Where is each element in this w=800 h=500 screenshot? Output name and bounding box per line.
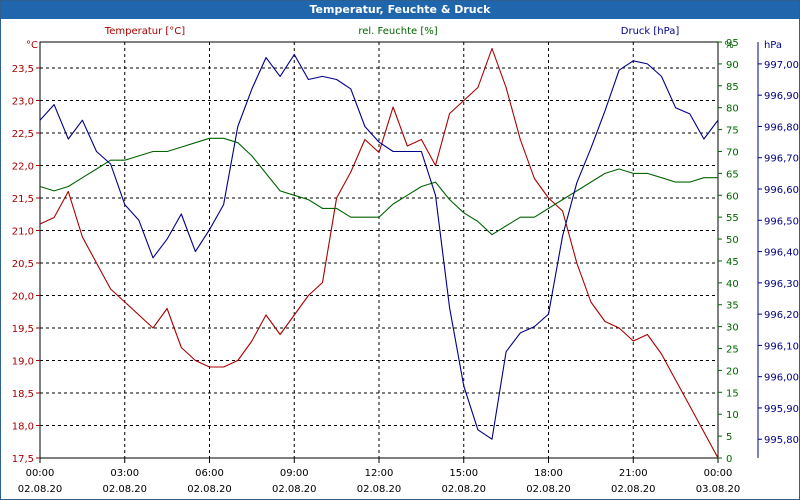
humidity-tick-label: 75 <box>726 126 739 137</box>
x-tick-label-time: 00:00 <box>704 468 733 479</box>
x-tick-label-time: 21:00 <box>619 468 648 479</box>
x-tick-label-date: 02.08.20 <box>611 484 656 495</box>
temperature-tick-label: 17,5 <box>12 454 34 465</box>
x-tick-label-date: 02.08.20 <box>441 484 486 495</box>
humidity-tick-label: 30 <box>726 323 739 334</box>
humidity-tick-label: 95 <box>726 38 739 49</box>
humidity-tick-label: 5 <box>726 432 732 443</box>
temperature-tick-label: 20,5 <box>12 259 34 270</box>
humidity-tick-label: 0 <box>726 454 732 465</box>
humidity-tick-label: 60 <box>726 191 739 202</box>
x-tick-label-date: 03.08.20 <box>696 484 741 495</box>
pressure-tick-label: 996,70 <box>764 154 799 165</box>
humidity-tick-label: 50 <box>726 235 739 246</box>
temperature-tick-label: 18,0 <box>12 422 34 433</box>
humidity-tick-label: 25 <box>726 345 739 356</box>
pressure-series-line <box>39 53 719 440</box>
pressure-tick-label: 996,00 <box>764 373 799 384</box>
humidity-unit-label: % <box>724 40 734 51</box>
temperature-tick-label: 22,0 <box>12 162 34 173</box>
x-tick-label-time: 15:00 <box>449 468 478 479</box>
x-tick-label-time: 12:00 <box>365 468 394 479</box>
pressure-tick-label: 996,80 <box>764 122 799 133</box>
pressure-tick-label: 995,80 <box>764 435 799 446</box>
pressure-tick-label: 996,10 <box>764 341 799 352</box>
temperature-tick-label: 23,0 <box>12 97 34 108</box>
humidity-tick-label: 15 <box>726 388 739 399</box>
temperature-tick-label: 19,0 <box>12 357 34 368</box>
temperature-tick-label: 21,5 <box>12 194 34 205</box>
humidity-tick-label: 45 <box>726 257 739 268</box>
humidity-tick-label: 85 <box>726 82 739 93</box>
temperature-tick-label: 23,5 <box>12 64 34 75</box>
humidity-tick-label: 55 <box>726 213 739 224</box>
x-tick-label-date: 02.08.20 <box>526 484 571 495</box>
humidity-tick-label: 35 <box>726 301 739 312</box>
temperature-tick-label: 22,5 <box>12 129 34 140</box>
temperature-series-line <box>39 47 719 459</box>
humidity-tick-label: 65 <box>726 169 739 180</box>
humidity-tick-label: 10 <box>726 410 739 421</box>
x-tick-label-time: 06:00 <box>195 468 224 479</box>
x-tick-label-date: 02.08.20 <box>357 484 402 495</box>
x-tick-label-time: 18:00 <box>534 468 563 479</box>
x-tick-label-time: 00:00 <box>26 468 55 479</box>
temperature-axis-title: Temperatur [°C] <box>104 26 185 37</box>
x-tick-label-date: 02.08.20 <box>187 484 232 495</box>
humidity-axis-title: rel. Feuchte [%] <box>358 26 437 37</box>
humidity-tick-label: 80 <box>726 104 739 115</box>
temperature-unit-label: °C <box>26 40 38 51</box>
x-tick-label-time: 09:00 <box>280 468 309 479</box>
humidity-series-line <box>39 137 718 236</box>
temperature-tick-label: 18,5 <box>12 389 34 400</box>
window-title: Temperatur, Feuchte & Druck <box>1 1 799 19</box>
pressure-tick-label: 996,30 <box>764 279 799 290</box>
humidity-tick-label: 70 <box>726 147 739 158</box>
humidity-tick-label: 90 <box>726 60 739 71</box>
pressure-tick-label: 996,50 <box>764 216 799 227</box>
pressure-unit-label: hPa <box>764 40 782 51</box>
x-tick-label-date: 02.08.20 <box>272 484 317 495</box>
x-tick-label-date: 02.08.20 <box>102 484 147 495</box>
pressure-tick-label: 997,00 <box>764 60 799 71</box>
pressure-tick-label: 996,40 <box>764 248 799 259</box>
temperature-tick-label: 20,0 <box>12 292 34 303</box>
pressure-tick-label: 996,20 <box>764 310 799 321</box>
pressure-tick-label: 996,60 <box>764 185 799 196</box>
pressure-tick-label: 996,90 <box>764 91 799 102</box>
temperature-tick-label: 19,5 <box>12 324 34 335</box>
pressure-tick-label: 995,90 <box>764 404 799 415</box>
humidity-tick-label: 40 <box>726 279 739 290</box>
pressure-axis-title: Druck [hPa] <box>621 26 680 37</box>
x-tick-label-time: 03:00 <box>110 468 139 479</box>
temperature-tick-label: 21,0 <box>12 227 34 238</box>
humidity-tick-label: 20 <box>726 366 739 377</box>
x-tick-label-date: 02.08.20 <box>18 484 63 495</box>
